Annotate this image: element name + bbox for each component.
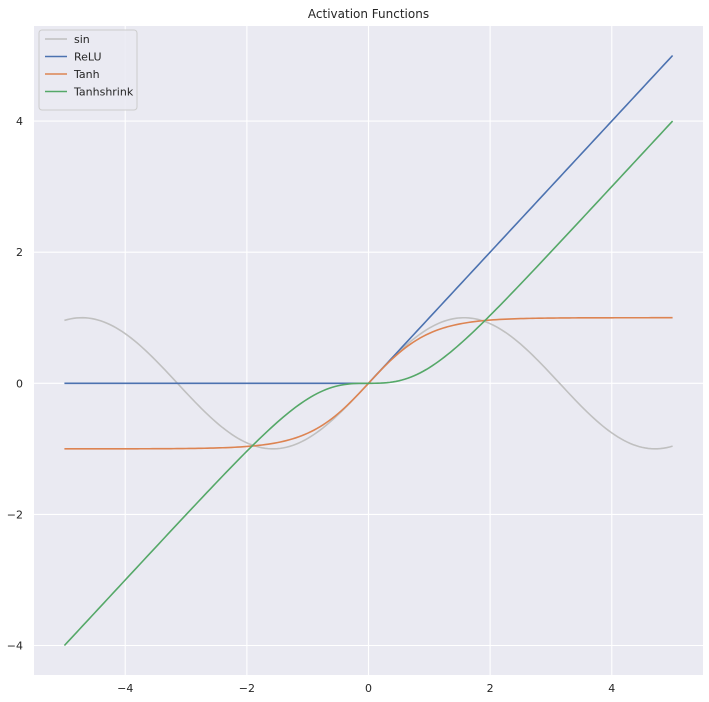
tick-labels: −4 −2 0 2 4 −4 −2 0 2 4 (7, 115, 615, 695)
legend-label: sin (74, 33, 90, 46)
series-lines (63, 54, 674, 647)
x-tick-label: 0 (365, 682, 372, 695)
x-tick-label: −4 (117, 682, 133, 695)
x-tick-label: −2 (239, 682, 255, 695)
y-tick-label: 4 (16, 115, 23, 128)
y-tick-label: −4 (7, 640, 23, 653)
y-tick-label: −2 (7, 508, 23, 521)
x-tick-label: 2 (487, 682, 494, 695)
legend: sin ReLU Tanh Tanhshrink (38, 29, 138, 111)
chart-title: Activation Functions (308, 7, 429, 21)
series-tanhshrink-line (63, 120, 674, 647)
legend-label: Tanhshrink (73, 86, 134, 99)
y-tick-label: 0 (16, 377, 23, 390)
legend-label: Tanh (73, 68, 100, 81)
legend-box (38, 29, 138, 111)
x-tick-label: 4 (608, 682, 615, 695)
legend-label: ReLU (74, 51, 102, 64)
y-tick-label: 2 (16, 246, 23, 259)
